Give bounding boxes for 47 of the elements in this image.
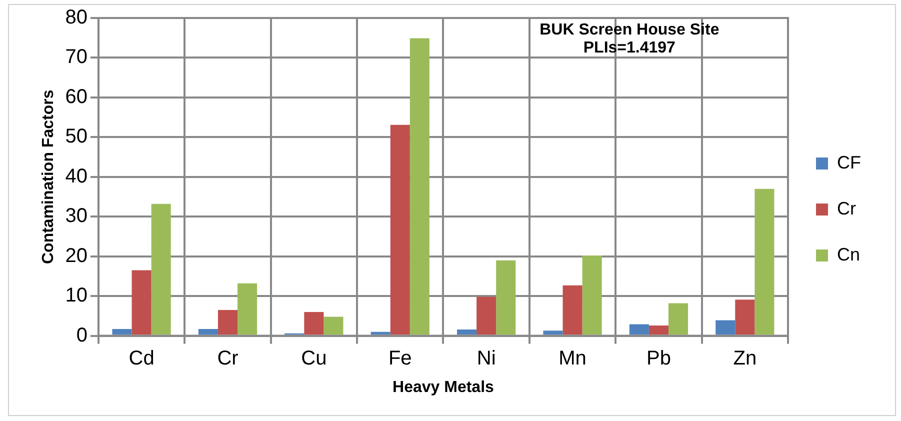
bar [304, 312, 324, 335]
annotation: PLIs=1.4197 [583, 39, 676, 56]
bar [496, 260, 516, 335]
y-tick-label: 70 [65, 46, 88, 68]
y-tick-label: 10 [65, 284, 88, 307]
bar [238, 283, 258, 335]
bar [324, 316, 344, 335]
bar [151, 204, 171, 335]
y-tick-label: 40 [65, 165, 88, 188]
x-tick-label: Pb [646, 347, 671, 370]
bar [668, 303, 688, 335]
x-tick-label: Zn [733, 347, 757, 370]
bar [198, 329, 218, 335]
bar [218, 310, 238, 335]
y-tick-label: 0 [76, 324, 88, 346]
bar [370, 332, 390, 335]
bar [457, 329, 477, 335]
y-tick-label: 30 [65, 205, 88, 228]
bar [543, 330, 563, 335]
bar [132, 270, 152, 335]
y-tick-label: 80 [65, 6, 88, 29]
y-tick-label: 50 [65, 126, 88, 148]
x-tick-label: Cr [217, 347, 239, 370]
bar [582, 256, 602, 335]
x-axis-title: Heavy Metals [392, 378, 494, 396]
bar [476, 296, 496, 335]
bar [410, 38, 430, 335]
x-tick-label: Mn [558, 347, 586, 370]
legend-label: Cn [837, 244, 860, 264]
x-tick-label: Fe [388, 347, 412, 370]
bar [112, 329, 132, 335]
bar [390, 124, 410, 335]
y-axis-title: Contamination Factors [40, 90, 58, 264]
bar [562, 285, 582, 335]
y-tick-label: 60 [65, 86, 88, 108]
legend-label: Cr [837, 198, 856, 218]
bar [716, 320, 736, 335]
bar [648, 325, 668, 335]
bar [735, 300, 755, 335]
bar [629, 324, 649, 335]
x-tick-label: Cu [301, 347, 327, 370]
bar [754, 188, 774, 335]
x-tick-label: Ni [476, 347, 496, 370]
y-tick-label: 20 [65, 244, 88, 267]
annotation: BUK Screen House Site [540, 21, 720, 38]
legend-label: CF [837, 152, 862, 172]
x-tick-label: Cd [128, 347, 154, 370]
